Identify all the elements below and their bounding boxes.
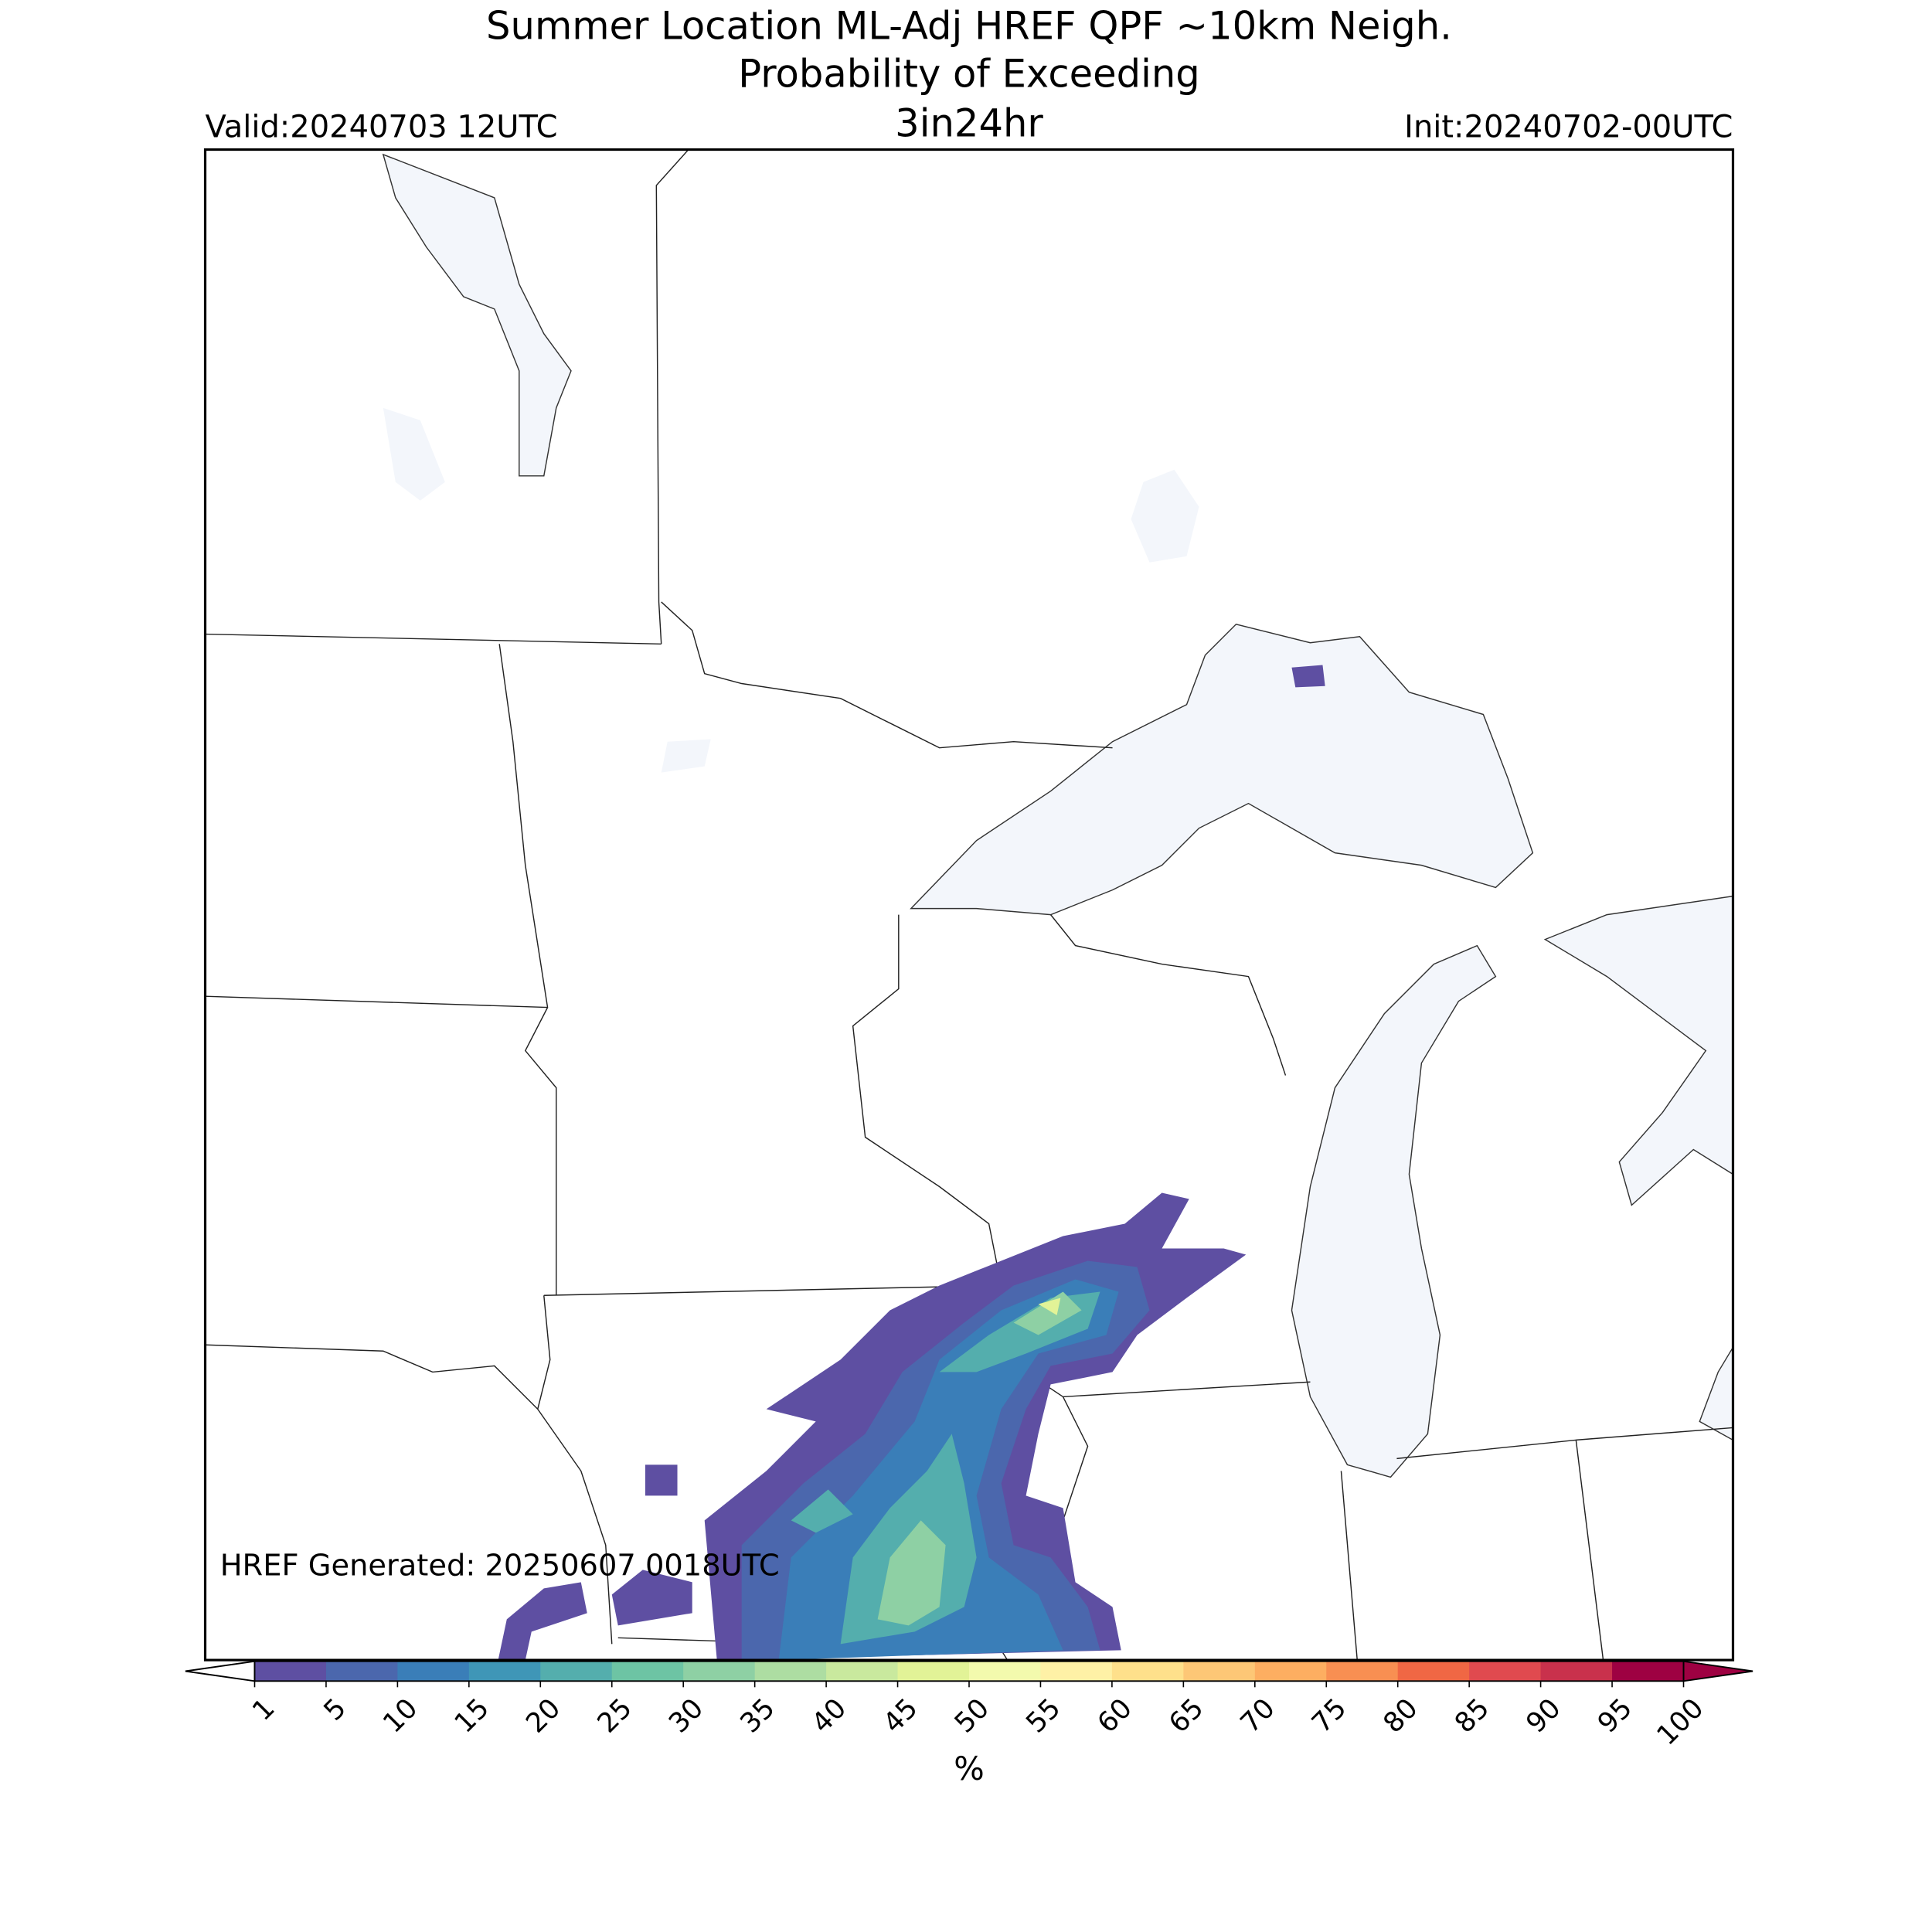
colorbar-swatch bbox=[754, 1661, 827, 1682]
colorbar-tick-label: 45 bbox=[877, 1692, 924, 1740]
generated-note: HREF Generated: 20250607 0018UTC bbox=[220, 1549, 780, 1583]
colorbar-tick-label: 25 bbox=[591, 1692, 638, 1740]
lake-of-woods bbox=[661, 739, 711, 773]
colorbar-swatch bbox=[1612, 1661, 1684, 1682]
colorbar-tick-label: 5 bbox=[318, 1692, 352, 1727]
border bbox=[543, 1284, 1002, 1296]
colorbar-swatch bbox=[968, 1661, 1041, 1682]
colorbar-swatch bbox=[1469, 1661, 1542, 1682]
border bbox=[1050, 914, 1287, 1076]
colorbar-tick-label: 35 bbox=[734, 1692, 781, 1740]
valid-time: Valid:20240703 12UTC bbox=[206, 109, 558, 145]
border bbox=[205, 1344, 539, 1410]
colorbar-extension-low bbox=[185, 1660, 256, 1682]
precip-area bbox=[877, 1291, 1082, 1626]
colorbar-swatch bbox=[897, 1661, 970, 1682]
title-line: Probability of Exceeding bbox=[738, 52, 1200, 97]
lake-winnipeg-north bbox=[382, 153, 572, 477]
colorbar-extension-high bbox=[1682, 1660, 1753, 1682]
colorbar-swatch bbox=[1397, 1661, 1470, 1682]
colorbar-swatch bbox=[254, 1661, 327, 1682]
colorbar-tick-label: 75 bbox=[1306, 1692, 1353, 1740]
colorbar-swatch bbox=[611, 1661, 684, 1682]
map bbox=[203, 148, 1735, 1662]
border bbox=[1063, 1381, 1311, 1398]
colorbar-swatch bbox=[1540, 1661, 1613, 1682]
colorbar-swatch bbox=[468, 1661, 541, 1682]
border bbox=[661, 601, 1113, 749]
lake-huron bbox=[1543, 895, 1733, 1206]
colorbar-swatch bbox=[683, 1661, 756, 1682]
map-content bbox=[205, 149, 1733, 1661]
precip-area bbox=[1038, 1298, 1061, 1315]
colorbar-tick-label: 30 bbox=[663, 1692, 710, 1740]
title-line: Summer Location ML-Adj HREF QPF ~10km Ne… bbox=[486, 3, 1452, 48]
colorbar-tick-label: 90 bbox=[1520, 1692, 1567, 1740]
border bbox=[498, 644, 557, 1296]
colorbar-swatch bbox=[397, 1661, 470, 1682]
border bbox=[1340, 1427, 1733, 1661]
precip-area bbox=[791, 1291, 1100, 1645]
colorbar-tick-label: 85 bbox=[1449, 1692, 1496, 1740]
colorbar-swatch bbox=[1254, 1661, 1327, 1682]
colorbar-tick-label: 40 bbox=[806, 1692, 853, 1740]
colorbar-tick-label: 10 bbox=[377, 1692, 424, 1740]
colorbar-swatch bbox=[325, 1661, 398, 1682]
map-frame bbox=[203, 148, 1735, 1662]
lake-erie-edge bbox=[1699, 1346, 1733, 1441]
colorbar-tick-label: 15 bbox=[448, 1692, 495, 1740]
border bbox=[205, 149, 689, 645]
colorbar-tick-label: 80 bbox=[1377, 1692, 1424, 1740]
colorbar-swatch bbox=[540, 1661, 613, 1682]
lake-winnipeg bbox=[383, 407, 445, 501]
colorbar-tick-label: 65 bbox=[1163, 1692, 1210, 1740]
colorbar-label: % bbox=[954, 1750, 985, 1787]
colorbar-swatch bbox=[1111, 1661, 1184, 1682]
colorbar-tick-label: 20 bbox=[520, 1692, 567, 1740]
colorbar-swatch bbox=[826, 1661, 899, 1682]
lake-superior bbox=[910, 623, 1534, 916]
colorbar-tick-label: 70 bbox=[1234, 1692, 1281, 1740]
colorbar-swatch bbox=[1183, 1661, 1256, 1682]
colorbar-tick-label: 50 bbox=[948, 1692, 995, 1740]
colorbar-tick-label: 1 bbox=[247, 1692, 281, 1727]
colorbar-tick-label: 60 bbox=[1091, 1692, 1138, 1740]
colorbar-swatch bbox=[1040, 1661, 1113, 1682]
precip-field bbox=[498, 665, 1325, 1661]
lake-nipigon bbox=[1131, 469, 1199, 563]
init-time: Init:20240702-00UTC bbox=[1404, 109, 1733, 145]
colorbar-tick-label: 95 bbox=[1591, 1692, 1638, 1740]
threshold: 3in24hr bbox=[895, 101, 1043, 146]
lake-michigan bbox=[1291, 944, 1497, 1478]
border bbox=[205, 995, 548, 1009]
colorbar-tick-label: 100 bbox=[1651, 1692, 1709, 1751]
colorbar-tick-label: 55 bbox=[1020, 1692, 1067, 1740]
colorbar: 1 5 10 15 20 25 30 35 40 45 50 55 60 65 70 75 80 85 90 95 10… bbox=[185, 1660, 1753, 1751]
colorbar-swatch bbox=[1326, 1661, 1399, 1682]
